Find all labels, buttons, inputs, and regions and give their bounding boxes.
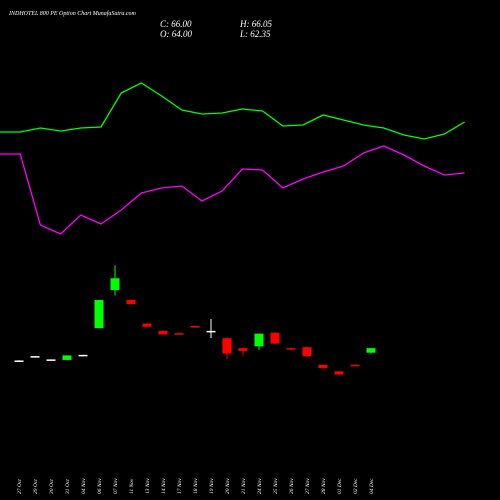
candle-body [158, 330, 168, 335]
x-tick-label: 02 Dec [353, 478, 359, 494]
candle [46, 359, 56, 361]
open-value: O: 64.00 [160, 29, 192, 39]
candle [14, 360, 24, 362]
candle [126, 299, 136, 305]
lower-band-line [0, 145, 465, 235]
x-tick-label: 04 Dec [368, 478, 375, 494]
candle-body [334, 371, 344, 375]
candle [334, 371, 344, 376]
candle [318, 364, 328, 370]
x-tick-label: 01 Dec [337, 478, 343, 494]
x-tick-label: 14 Nov [160, 478, 167, 494]
x-tick-label: 28 Nov [321, 478, 327, 494]
candle [110, 265, 120, 296]
candle-body [110, 278, 120, 291]
candle-body [126, 300, 136, 305]
x-tick-label: 21 Nov [241, 478, 247, 494]
candle-body [94, 300, 104, 329]
candle [30, 356, 40, 358]
candle [94, 300, 104, 329]
candle-body [350, 364, 360, 367]
x-axis-ticks: 27 Oct 29 Oct 30 Oct 31 Oct 04 Nov 06 Nov 07 N… [17, 478, 375, 495]
x-tick-label: 19 Nov [209, 478, 215, 494]
candle [254, 333, 264, 350]
high-value: H: 66.05 [239, 19, 272, 29]
candle-body [318, 364, 328, 369]
candles-layer [14, 265, 376, 376]
x-tick-label: 18 Nov [193, 478, 199, 494]
x-tick-label: 26 Nov [289, 478, 295, 494]
candle [222, 337, 232, 360]
x-tick-label: 27 Oct [17, 479, 23, 494]
close-value: C: 66.00 [160, 19, 192, 29]
candle [190, 325, 200, 328]
candle [174, 332, 184, 335]
candle [302, 346, 312, 358]
candle-body [78, 354, 88, 357]
x-tick-label: 07 Nov [113, 478, 119, 494]
candle [158, 330, 168, 335]
candle-body [190, 325, 200, 328]
candle-body [238, 348, 248, 351]
candle [62, 355, 72, 361]
x-tick-label: 17 Nov [177, 478, 183, 494]
x-tick-label: 30 Oct [49, 479, 55, 495]
candle [286, 347, 296, 350]
candle-body [206, 330, 216, 333]
candle-body [286, 348, 296, 350]
x-tick-label: 06 Nov [97, 478, 103, 494]
candle [142, 323, 152, 327]
candle-body [366, 348, 376, 353]
candle-body [14, 360, 24, 362]
candle [350, 364, 360, 367]
bands-layer [0, 82, 465, 235]
candle-body [142, 323, 152, 327]
x-tick-label: 31 Oct [65, 479, 71, 495]
candle [78, 354, 88, 357]
candle-body [46, 359, 56, 361]
low-value: L: 62.35 [239, 29, 271, 39]
candle-body [270, 332, 280, 344]
candle-body [30, 356, 40, 358]
candle-body [62, 355, 72, 360]
x-tick-label: 11 Nov [129, 478, 135, 494]
candle [270, 332, 280, 345]
x-tick-label: 27 Nov [305, 478, 311, 494]
chart-title: INDHOTEL 800 PE Option Chart MunafaSutra… [8, 10, 137, 17]
x-tick-label: 29 Oct [33, 479, 39, 494]
candle [238, 347, 248, 356]
candle-body [302, 347, 312, 357]
candle [366, 348, 376, 354]
candle-body [174, 333, 184, 335]
candle-body [254, 333, 264, 347]
x-tick-label: 20 Nov [225, 478, 231, 494]
candle [206, 319, 216, 339]
x-tick-label: 24 Nov [256, 478, 263, 494]
candle-body [222, 338, 232, 354]
x-tick-label: 25 Nov [273, 478, 279, 494]
x-tick-label: 04 Nov [80, 478, 87, 494]
upper-band-line [0, 82, 465, 140]
x-tick-label: 13 Nov [145, 478, 151, 494]
